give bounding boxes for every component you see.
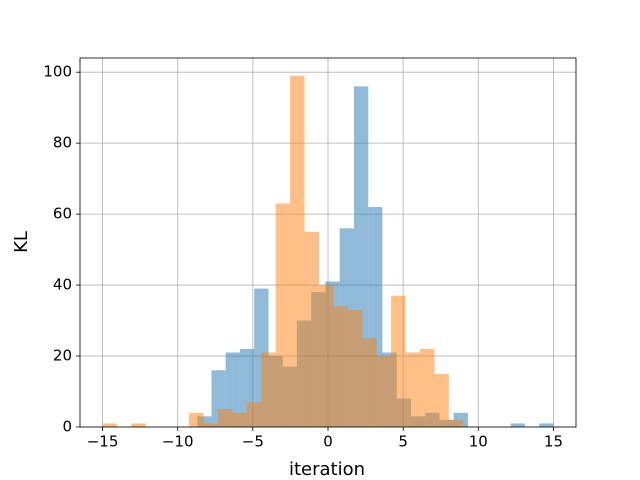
histogram-bar [362, 338, 377, 427]
y-tick-label: 80 [53, 134, 72, 152]
x-tick-label: 15 [544, 433, 563, 451]
histogram-bar [217, 409, 233, 427]
y-axis-label: KL [11, 231, 32, 253]
x-tick-label: 10 [469, 433, 488, 451]
histogram-bar [102, 423, 117, 427]
x-tick-label: −10 [162, 433, 194, 451]
histogram-bar [376, 356, 392, 427]
histogram-bar [225, 352, 240, 427]
y-tick-label: 60 [53, 205, 72, 223]
x-tick-label: 5 [398, 433, 408, 451]
histogram-bar [203, 423, 218, 427]
histogram-bar [391, 295, 406, 427]
histogram-bar [448, 419, 464, 427]
y-tick-label: 100 [43, 63, 72, 81]
x-tick-label: 0 [323, 433, 333, 451]
histogram-bar [290, 75, 305, 427]
histogram-bar [318, 285, 334, 427]
y-tick-label: 20 [53, 347, 72, 365]
histogram-bar [275, 203, 291, 427]
x-axis-label: iteration [289, 459, 365, 480]
histogram-bar [261, 352, 276, 427]
histogram-bar [131, 423, 146, 427]
histogram-bar [347, 309, 363, 427]
histogram-bar [246, 402, 262, 427]
histogram-bar [434, 373, 449, 427]
histogram-bar [333, 306, 348, 427]
histogram-bar [197, 416, 212, 427]
histogram-bar [232, 412, 247, 427]
plot-area [80, 58, 576, 428]
histogram-bar [189, 412, 204, 427]
histogram-bar [419, 348, 435, 427]
histogram-bar [304, 231, 319, 427]
histogram-bar [405, 352, 420, 427]
y-tick-label: 0 [62, 418, 72, 436]
y-tick-label: 40 [53, 276, 72, 294]
histogram-bar [539, 423, 554, 427]
x-tick-label: −15 [87, 433, 119, 451]
histogram-bar [510, 423, 525, 427]
x-tick-label: −5 [242, 433, 264, 451]
